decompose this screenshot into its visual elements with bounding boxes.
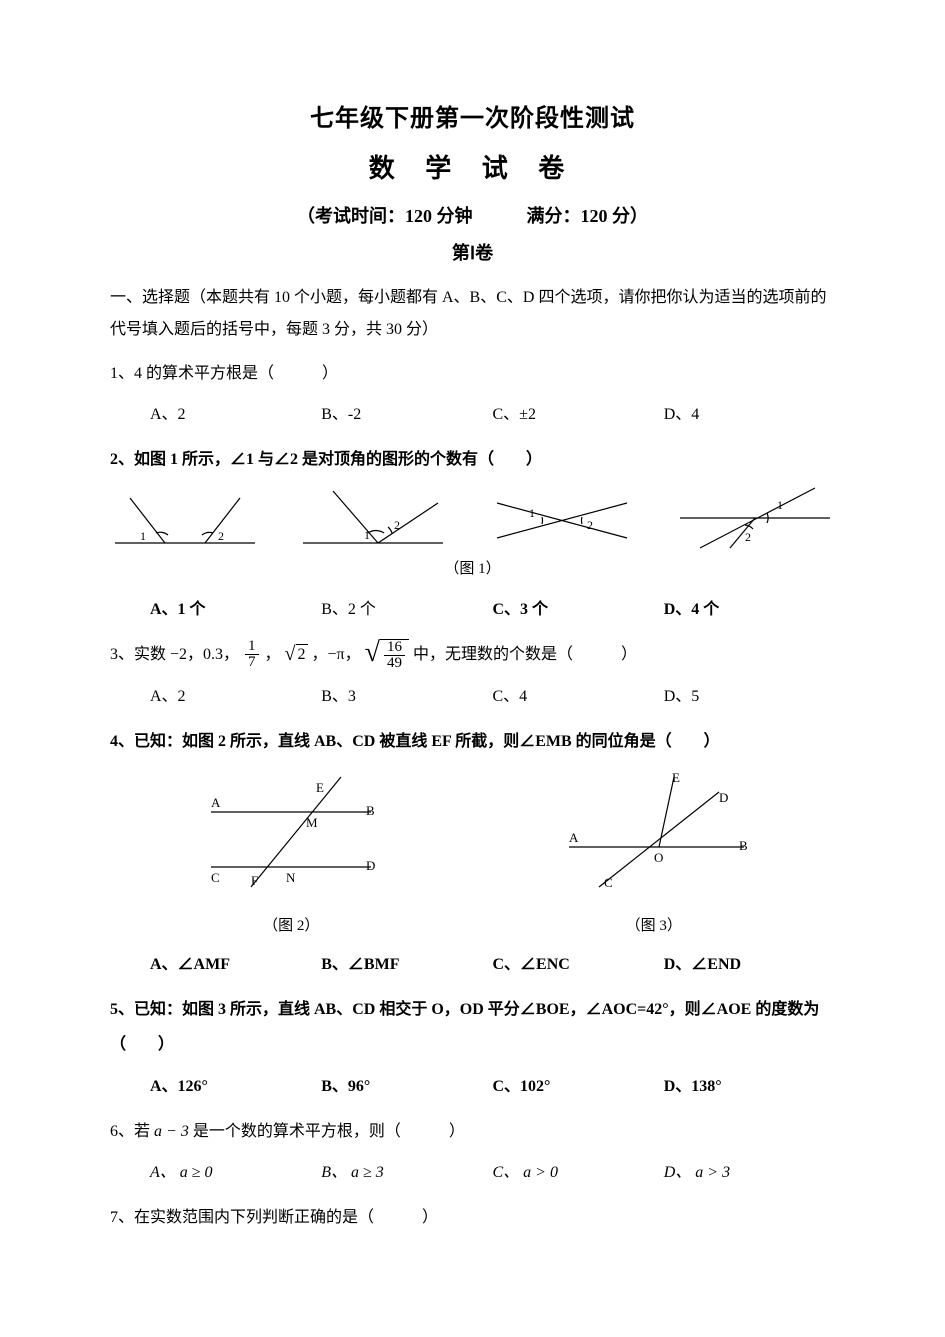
q6-suffix: 是一个数的算术平方根，则（ ） xyxy=(193,1123,465,1140)
question-2: 2、如图 1 所示，∠1 与∠2 是对顶角的图形的个数有（ ） 1 2 xyxy=(110,442,835,627)
section-1-intro: 一、选择题（本题共有 10 个小题，每小题都有 A、B、C、D 四个选项，请你把… xyxy=(110,282,835,346)
q3-sqrt-1: √2 xyxy=(285,644,308,666)
svg-text:1: 1 xyxy=(529,506,535,520)
q4-opt-b: B、∠BMF xyxy=(321,947,492,982)
svg-text:O: O xyxy=(654,850,663,865)
q6-expr: a − 3 xyxy=(154,1123,189,1140)
fig3-icon: A B C D E O xyxy=(544,767,764,897)
figure-1-row: 1 2 1 2 xyxy=(110,483,835,553)
q3-opt-a: A、2 xyxy=(150,679,321,714)
q3-sqrt1-radicand: 2 xyxy=(296,644,308,666)
exam-info: （考试时间：120 分钟 满分：120 分） xyxy=(110,202,835,231)
q3-prefix: 3、实数 −2，0.3， xyxy=(110,637,239,672)
figure-3-caption: （图 3） xyxy=(544,910,764,943)
q4-opt-a: A、∠AMF xyxy=(150,947,321,982)
q2-opt-a: A、1 个 xyxy=(150,592,321,627)
fig1-a-icon: 1 2 xyxy=(110,483,260,553)
q2-opt-d: D、4 个 xyxy=(664,592,835,627)
question-4: 4、已知：如图 2 所示，直线 AB、CD 被直线 EF 所截，则∠EMB 的同… xyxy=(110,724,835,983)
q3-sqrt2-den: 49 xyxy=(384,656,405,671)
svg-text:C: C xyxy=(604,875,613,890)
svg-text:C: C xyxy=(211,870,220,885)
svg-text:1: 1 xyxy=(777,498,783,512)
q2-opt-b: B、2 个 xyxy=(321,592,492,627)
svg-text:D: D xyxy=(366,858,375,873)
fig1-d-icon: 1 2 xyxy=(675,483,835,553)
q6-opt-d: D、 a > 3 xyxy=(664,1155,835,1190)
q3-opt-d: D、5 xyxy=(664,679,835,714)
q3-suffix: 中，无理数的个数是（ ） xyxy=(413,637,637,672)
q6-prefix: 6、若 xyxy=(110,1123,154,1140)
svg-text:2: 2 xyxy=(218,529,224,543)
q2-stem: 2、如图 1 所示，∠1 与∠2 是对顶角的图形的个数有（ ） xyxy=(110,442,835,477)
svg-text:E: E xyxy=(672,770,680,785)
figure-3-box: A B C D E O （图 3） xyxy=(544,767,764,943)
q5-opt-c: C、102° xyxy=(493,1069,664,1104)
q5-stem: 5、已知：如图 3 所示，直线 AB、CD 相交于 O，OD 平分∠BOE，∠A… xyxy=(110,992,835,1062)
svg-text:2: 2 xyxy=(745,530,751,544)
q7-stem: 7、在实数范围内下列判断正确的是（ ） xyxy=(110,1200,835,1235)
q6-opt-b: B、 a ≥ 3 xyxy=(321,1155,492,1190)
question-7: 7、在实数范围内下列判断正确的是（ ） xyxy=(110,1200,835,1235)
q3-frac1-num: 1 xyxy=(245,639,259,655)
q4-opt-c: C、∠ENC xyxy=(493,947,664,982)
question-3: 3、实数 −2，0.3， 1 7 ， √2 ，−π， √ 16 49 中，无理数… xyxy=(110,637,835,713)
svg-text:E: E xyxy=(316,780,324,795)
q3-mid1: ， xyxy=(265,637,281,672)
question-6: 6、若 a − 3 是一个数的算术平方根，则（ ） A、 a ≥ 0 B、 a … xyxy=(110,1114,835,1190)
q1-opt-b: B、-2 xyxy=(321,397,492,432)
svg-text:D: D xyxy=(719,790,728,805)
q4-stem: 4、已知：如图 2 所示，直线 AB、CD 被直线 EF 所截，则∠EMB 的同… xyxy=(110,724,835,759)
svg-text:N: N xyxy=(286,870,296,885)
q5-opt-a: A、126° xyxy=(150,1069,321,1104)
q3-frac-1: 1 7 xyxy=(245,639,259,670)
figure-1-caption: （图 1） xyxy=(110,553,835,586)
fig1-b-icon: 1 2 xyxy=(298,483,448,553)
q3-sqrt2-num: 16 xyxy=(384,640,405,656)
q3-opt-c: C、4 xyxy=(493,679,664,714)
svg-text:B: B xyxy=(366,803,375,818)
q6-opt-a: A、 a ≥ 0 xyxy=(150,1155,321,1190)
svg-text:A: A xyxy=(211,795,221,810)
svg-text:1: 1 xyxy=(364,528,370,542)
q1-opt-c: C、±2 xyxy=(493,397,664,432)
question-1: 1、4 的算术平方根是（ ） A、2 B、-2 C、±2 D、4 xyxy=(110,356,835,432)
q5-opt-b: B、96° xyxy=(321,1069,492,1104)
title-main: 七年级下册第一次阶段性测试 xyxy=(110,100,835,138)
q3-frac1-den: 7 xyxy=(245,655,259,670)
q3-opt-b: B、3 xyxy=(321,679,492,714)
q6-opt-c: C、 a > 0 xyxy=(493,1155,664,1190)
q1-opt-a: A、2 xyxy=(150,397,321,432)
q1-opt-d: D、4 xyxy=(664,397,835,432)
svg-text:2: 2 xyxy=(587,518,593,532)
figure-2-box: A E B M C F N D （图 2） xyxy=(181,767,401,943)
volume-label: 第Ⅰ卷 xyxy=(110,239,835,268)
exam-page: 七年级下册第一次阶段性测试 数 学 试 卷 （考试时间：120 分钟 满分：12… xyxy=(0,0,945,1337)
svg-text:2: 2 xyxy=(394,518,400,532)
question-5: 5、已知：如图 3 所示，直线 AB、CD 相交于 O，OD 平分∠BOE，∠A… xyxy=(110,992,835,1104)
q1-stem: 1、4 的算术平方根是（ ） xyxy=(110,356,835,391)
q3-sqrt-2: √ 16 49 xyxy=(365,639,409,671)
fig1-c-icon: 1 2 xyxy=(487,483,637,553)
svg-text:F: F xyxy=(251,873,258,888)
q3-mid2: ，−π， xyxy=(312,637,361,672)
fig2-icon: A E B M C F N D xyxy=(181,767,401,897)
svg-text:M: M xyxy=(306,815,318,830)
q2-opt-c: C、3 个 xyxy=(493,592,664,627)
q4-opt-d: D、∠END xyxy=(664,947,835,982)
figure-2-caption: （图 2） xyxy=(181,910,401,943)
title-sub: 数 学 试 卷 xyxy=(110,148,835,190)
svg-text:A: A xyxy=(569,830,579,845)
svg-text:B: B xyxy=(739,838,748,853)
q5-opt-d: D、138° xyxy=(664,1069,835,1104)
svg-text:1: 1 xyxy=(140,529,146,543)
